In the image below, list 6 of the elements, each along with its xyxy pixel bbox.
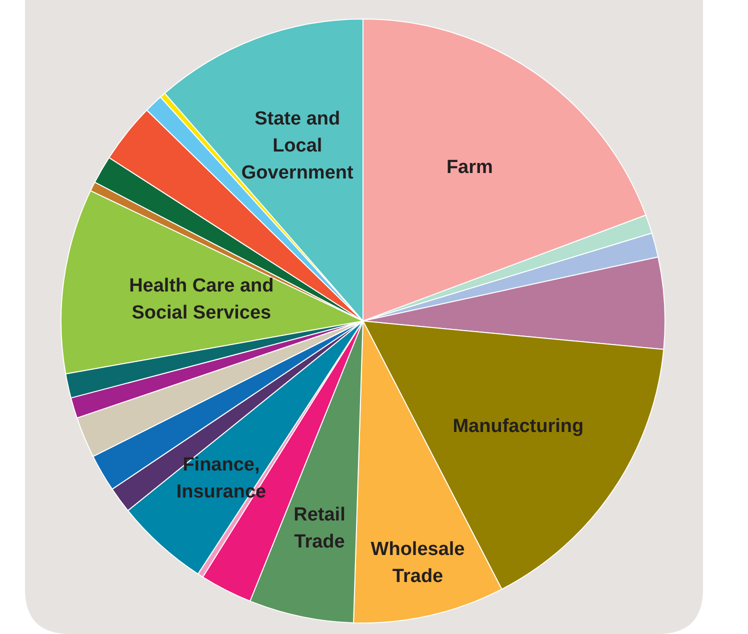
slice-label: Retail Trade (294, 504, 346, 552)
slice-label: Manufacturing (452, 415, 584, 436)
slice-label: State and Local Government (241, 108, 354, 184)
slice-label: Health Care and Social Services (129, 275, 274, 324)
slice-label: Farm (446, 156, 493, 178)
slice-label: Wholesale Trade (370, 538, 465, 587)
